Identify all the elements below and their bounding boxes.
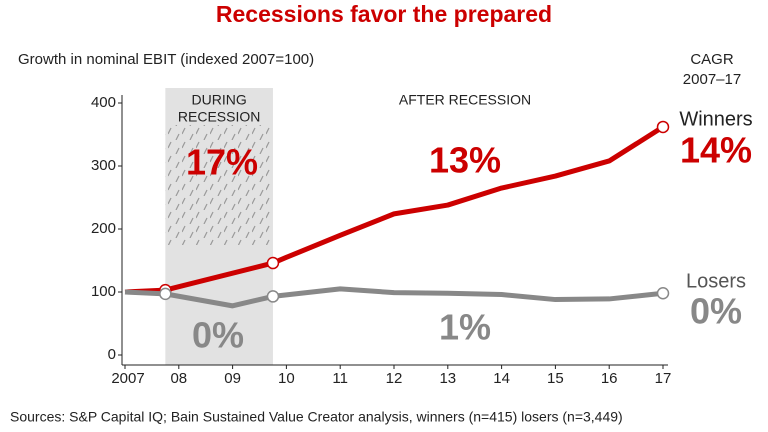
after-label: AFTER RECESSION	[399, 92, 531, 108]
losers-during: 0%	[192, 315, 244, 356]
legend-cagr: 14%	[680, 130, 752, 171]
recession-rain	[165, 125, 273, 245]
x-tick-label: 15	[547, 370, 564, 387]
winners-after: 13%	[429, 140, 501, 181]
x-tick-label: 2007	[111, 370, 144, 387]
point-marker	[266, 290, 280, 303]
x-tick-label: 09	[224, 370, 241, 387]
recession-label: DURING	[192, 92, 247, 108]
y-tick-label: 200	[91, 220, 116, 237]
legend-label: Winners	[679, 108, 752, 130]
legend-cagr: 0%	[690, 291, 742, 332]
legend-label: Losers	[686, 270, 746, 292]
y-tick-label: 0	[108, 346, 116, 363]
winners-during: 17%	[186, 142, 258, 183]
point-marker	[656, 120, 670, 134]
losers-after: 1%	[439, 307, 491, 348]
legend-header: 2007–17	[683, 71, 741, 88]
y-tick-label: 100	[91, 283, 116, 300]
y-axis-title: Growth in nominal EBIT (indexed 2007=100…	[18, 51, 314, 68]
x-tick-label: 16	[601, 370, 618, 387]
chart-title: Recessions favor the prepared	[216, 1, 552, 27]
y-tick-label: 300	[91, 157, 116, 174]
x-tick-label: 12	[386, 370, 403, 387]
legend-header: CAGR	[690, 51, 734, 68]
x-tick-label: 14	[493, 370, 510, 387]
recession-label: RECESSION	[178, 109, 260, 125]
x-tick-label: 11	[332, 370, 348, 387]
point-marker	[159, 287, 172, 301]
x-tick-label: 17	[655, 370, 672, 387]
x-tick-label: 13	[439, 370, 456, 387]
x-tick-label: 08	[170, 370, 187, 387]
series-line	[124, 286, 664, 309]
series-line	[124, 124, 665, 295]
point-marker	[266, 256, 280, 270]
x-tick-label: 10	[278, 370, 295, 387]
point-marker	[656, 287, 670, 300]
y-tick-label: 400	[91, 94, 116, 111]
source: Sources: S&P Capital IQ; Bain Sustained …	[10, 409, 623, 425]
